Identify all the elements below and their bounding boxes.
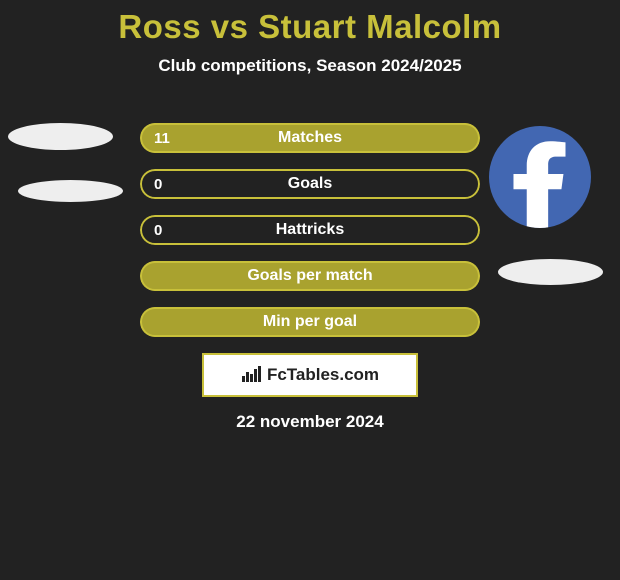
- stat-label: Matches: [140, 129, 480, 147]
- comparison-title: Ross vs Stuart Malcolm: [0, 0, 620, 46]
- attribution-text: FcTables.com: [267, 365, 379, 385]
- attribution-box[interactable]: FcTables.com: [202, 353, 418, 397]
- player-placeholder: [498, 259, 603, 285]
- snapshot-date: 22 november 2024: [0, 412, 620, 432]
- stat-label: Hattricks: [140, 221, 480, 239]
- stat-label: Goals: [140, 175, 480, 193]
- player-placeholder: [8, 123, 113, 150]
- player-placeholder: [18, 180, 123, 202]
- stat-label: Goals per match: [140, 267, 480, 285]
- stat-row: 0Hattricks: [140, 215, 480, 245]
- stat-row: Min per goal: [140, 307, 480, 337]
- stat-row: Goals per match: [140, 261, 480, 291]
- stat-row: 11Matches: [140, 123, 480, 153]
- stat-row: 0Goals: [140, 169, 480, 199]
- stat-label: Min per goal: [140, 313, 480, 331]
- comparison-subtitle: Club competitions, Season 2024/2025: [0, 56, 620, 76]
- attribution-label: FcTables.com: [241, 365, 379, 385]
- stat-bars: 11Matches 0Goals 0Hattricks Goals per match…: [140, 123, 480, 353]
- facebook-share-badge[interactable]: [489, 126, 591, 228]
- facebook-icon: [489, 126, 591, 228]
- bar-chart-icon: [241, 366, 263, 384]
